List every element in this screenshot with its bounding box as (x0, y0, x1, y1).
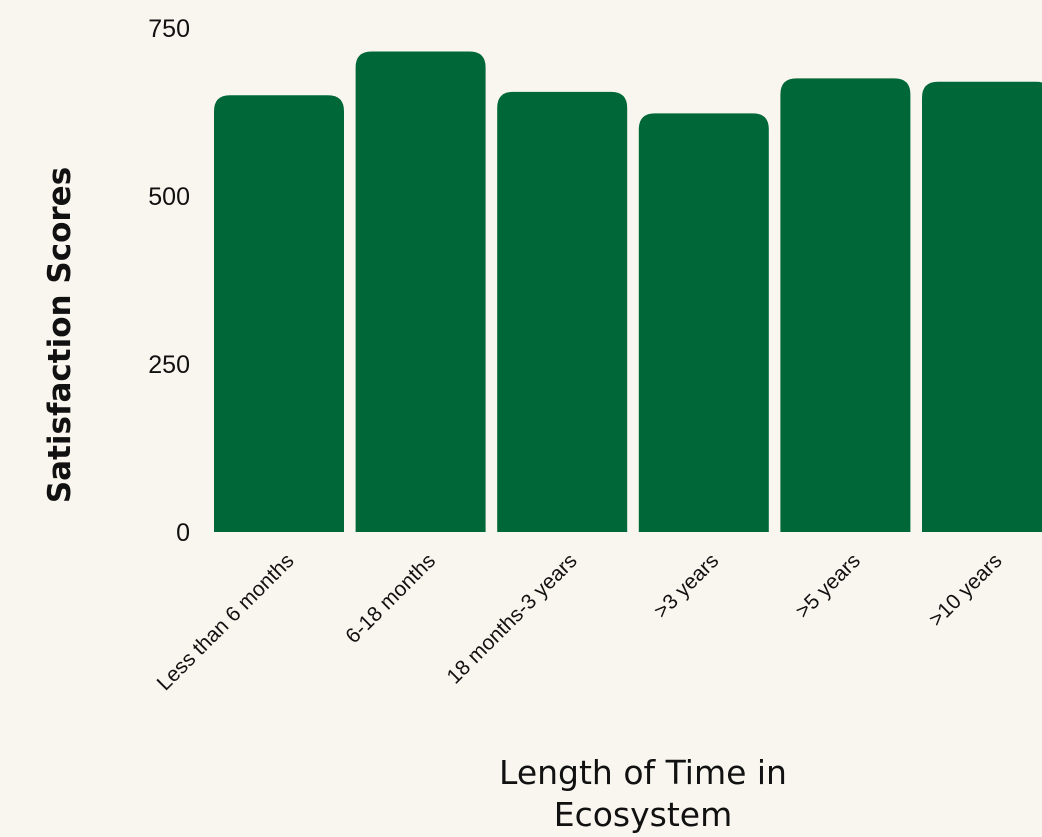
y-tick-label: 250 (148, 351, 190, 379)
y-tick-label: 750 (148, 15, 190, 43)
bar (497, 91, 628, 532)
bar (355, 51, 486, 533)
y-axis-title: Satisfaction Scores (42, 167, 78, 503)
x-tick-label: Less than 6 months (153, 549, 299, 695)
bar (922, 81, 1042, 532)
x-tick-label: 6-18 months (341, 549, 440, 648)
x-tick-label: >10 years (925, 549, 1007, 631)
bar (780, 78, 911, 533)
x-tick-label: >3 years (650, 549, 724, 623)
y-tick-label: 0 (176, 519, 190, 547)
x-tick-label: 18 months-3 years (442, 549, 581, 688)
x-tick-label: >5 years (791, 549, 865, 623)
bar (638, 113, 769, 533)
bars (214, 51, 1042, 533)
x-axis-title: Length of Time in Ecosystem (499, 753, 787, 834)
x-axis-tick-labels: Less than 6 months 6-18 months 18 months-3… (153, 549, 1007, 695)
y-tick-label: 500 (148, 183, 190, 211)
y-axis-ticks: 0 250 500 750 (148, 15, 190, 547)
bar (214, 95, 344, 532)
